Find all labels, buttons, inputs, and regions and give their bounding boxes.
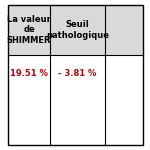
Text: Seuil
pathologique: Seuil pathologique [46, 20, 109, 40]
Text: La valeur
de
SHIMMER: La valeur de SHIMMER [7, 15, 51, 45]
Bar [50, 5, 105, 55]
Bar [105, 5, 143, 55]
Text: - 3.81 %: - 3.81 % [58, 69, 97, 78]
Bar [8, 5, 50, 55]
Text: 19.51 %: 19.51 % [10, 69, 48, 78]
